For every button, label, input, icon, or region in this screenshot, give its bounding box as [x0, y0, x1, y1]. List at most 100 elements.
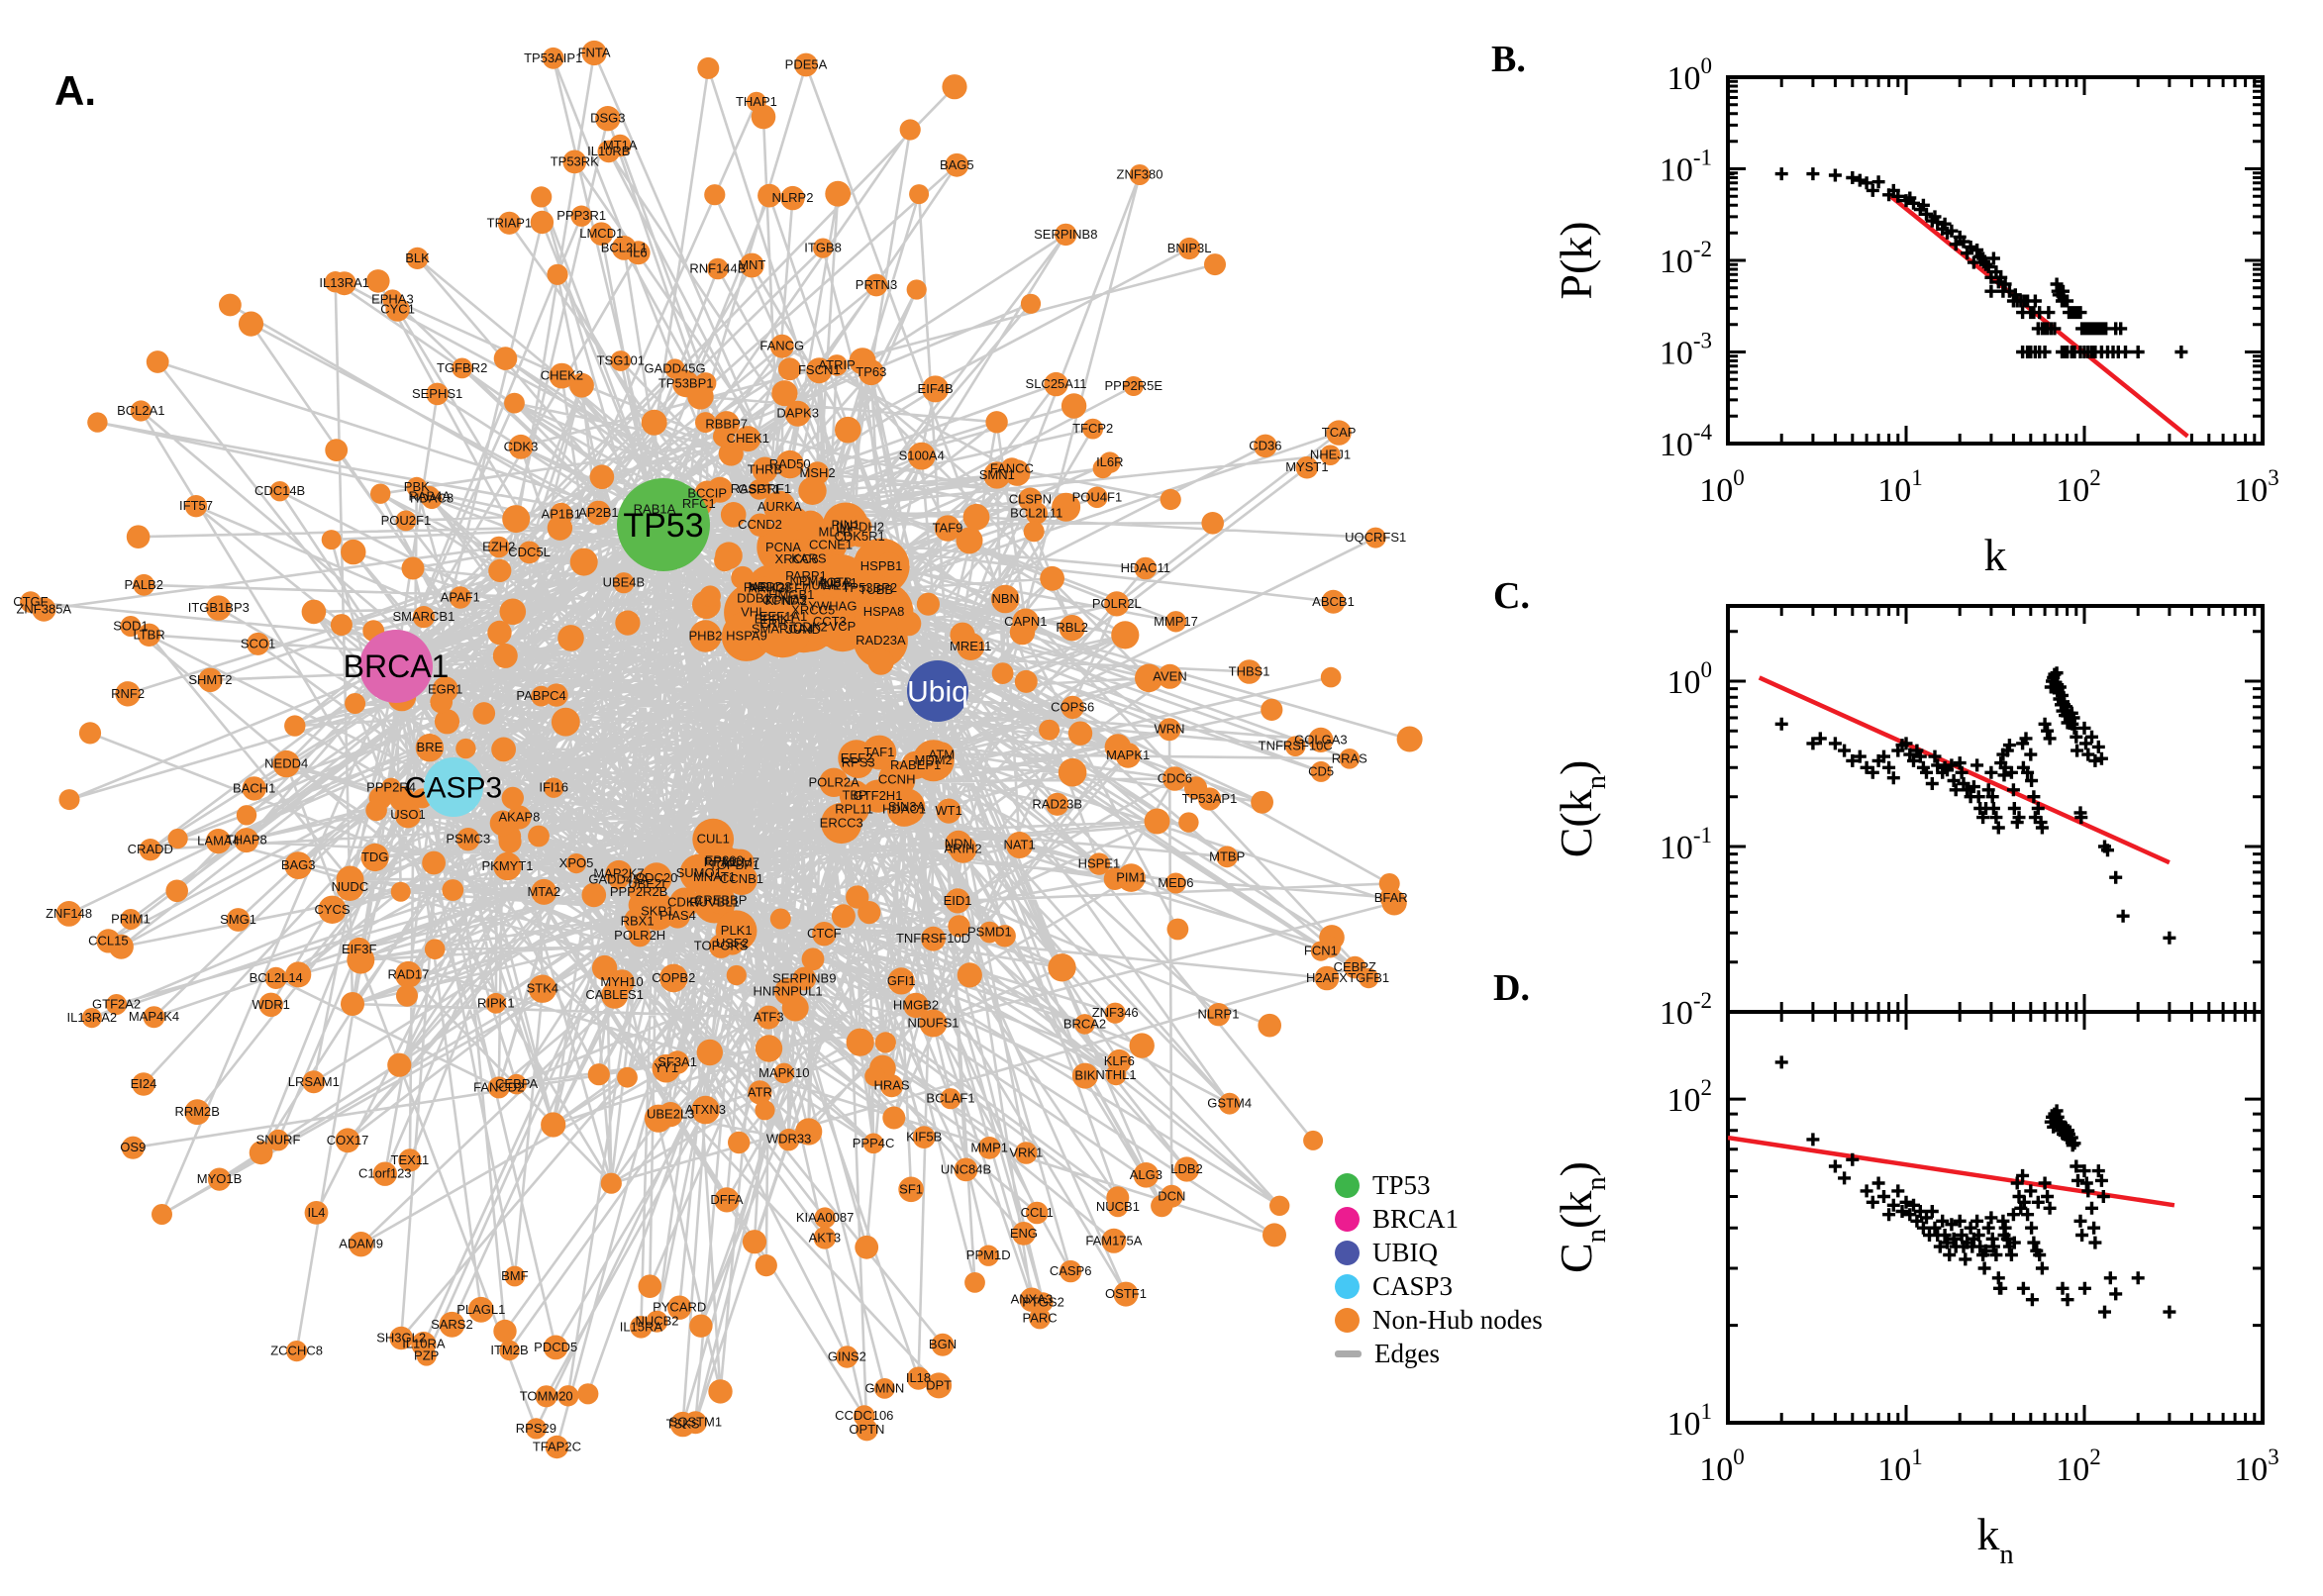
gene-label: FSCN1 [798, 362, 841, 377]
gene-label: NEDD8 [748, 579, 791, 594]
y-axis-title: C(kn) [1551, 760, 1612, 858]
network-node [689, 1314, 713, 1338]
axis-ticks [1728, 606, 2263, 1012]
network-node [545, 1435, 569, 1459]
gene-label: KLF6 [1104, 1053, 1135, 1068]
network-node [165, 879, 188, 903]
network-node [798, 476, 827, 505]
network-node [587, 1063, 610, 1086]
panel-label-c: C. [1493, 575, 1530, 617]
network-node [419, 485, 441, 507]
network-node [813, 1227, 837, 1249]
network-node [1104, 734, 1132, 760]
network-node [846, 1028, 874, 1056]
gene-label: MNAT1 [693, 869, 736, 884]
network-node [699, 585, 721, 607]
network-node [498, 830, 522, 853]
network-node [570, 205, 592, 227]
network-node [1364, 527, 1386, 549]
gene-label: GMNN [865, 1380, 905, 1395]
network-node [1015, 1142, 1038, 1164]
network-node [385, 297, 410, 322]
network-node [1173, 1156, 1200, 1182]
gene-label: GFI1 [887, 973, 916, 988]
casp3-swatch-icon [1335, 1273, 1360, 1299]
gene-label: NTHL1 [1095, 1067, 1136, 1082]
gene-label: XRCC6 [775, 551, 819, 566]
network-node [121, 1136, 145, 1159]
gene-label: ITM2B [490, 1343, 528, 1357]
network-node [284, 851, 313, 879]
network-node [1269, 1195, 1290, 1217]
network-node [249, 1141, 273, 1165]
network-node [325, 439, 349, 461]
gene-label: S100A4 [899, 449, 945, 463]
network-node [921, 926, 946, 951]
network-node [795, 1118, 823, 1146]
network-node [452, 357, 473, 379]
gene-label: VRK1 [1009, 1146, 1043, 1160]
network-node [531, 878, 557, 905]
network-node [1359, 967, 1379, 989]
network-node [499, 598, 527, 626]
network-node [336, 865, 364, 894]
network-node [137, 623, 161, 647]
gene-label: TBP [842, 788, 866, 803]
network-node [1082, 418, 1104, 440]
network-node [1052, 492, 1081, 522]
network-node [855, 1235, 879, 1259]
network-nodes [20, 40, 1423, 1459]
network-node [667, 1295, 692, 1320]
network-node [755, 1035, 783, 1062]
edges-swatch-icon [1335, 1349, 1362, 1357]
gene-label: CEBPZ [1334, 959, 1376, 974]
network-node [762, 607, 787, 632]
network-node [1029, 1307, 1051, 1330]
gene-label: TDG [361, 849, 388, 864]
gene-label: SCO1 [241, 636, 275, 650]
network-node [991, 662, 1014, 684]
gene-label: NPM1 [789, 574, 825, 589]
gene-label: WT1 [935, 803, 961, 818]
network-node [1158, 663, 1182, 689]
network-node [769, 334, 794, 358]
gene-label: PALB2 [125, 577, 164, 592]
network-node [1025, 1201, 1049, 1225]
gene-label: BNIP3L [1167, 241, 1212, 255]
network-node [735, 426, 761, 452]
network-node [325, 271, 347, 293]
network-node [488, 558, 512, 583]
gene-label: TSKS [666, 1417, 700, 1432]
gene-label: IL13RA2 [67, 1010, 118, 1025]
gene-label: EPHA3 [371, 292, 414, 307]
gene-label: EI24 [131, 1076, 157, 1091]
gene-label: ATRIP [818, 357, 855, 372]
gene-label: PPP2R2B [610, 884, 668, 899]
network-node [1160, 488, 1181, 511]
x-axis-title: k [1984, 530, 2007, 580]
gene-label: CDK3 [504, 439, 539, 453]
gene-label: CAPN1 [1004, 614, 1047, 629]
network-node [562, 150, 587, 174]
legend: TP53 BRCA1 UBIQ CASP3 Non-Hub nodes Edge… [1335, 1168, 1543, 1370]
gene-label: MLH1 [819, 525, 854, 540]
network-node [887, 788, 926, 826]
network-node [1044, 371, 1068, 397]
network-node [238, 311, 264, 337]
gene-label: AVEN [1153, 668, 1186, 683]
network-node [755, 1100, 775, 1121]
network-node [1237, 659, 1262, 684]
network-node [714, 549, 736, 572]
gene-label: EGR1 [428, 681, 462, 696]
gene-label: HSPA9 [726, 629, 767, 644]
gene-label: KIF5B [906, 1130, 942, 1145]
gene-label: EP300 [705, 853, 744, 868]
gene-label: LTBR [133, 627, 164, 642]
network-node [543, 1335, 568, 1360]
gene-label: MMP1 [970, 1140, 1008, 1154]
network-node [751, 104, 776, 130]
legend-item-edges: Edges [1335, 1337, 1543, 1370]
network-node [366, 269, 390, 293]
gene-label: TOPBP1 [709, 857, 759, 872]
network-node [108, 934, 134, 959]
